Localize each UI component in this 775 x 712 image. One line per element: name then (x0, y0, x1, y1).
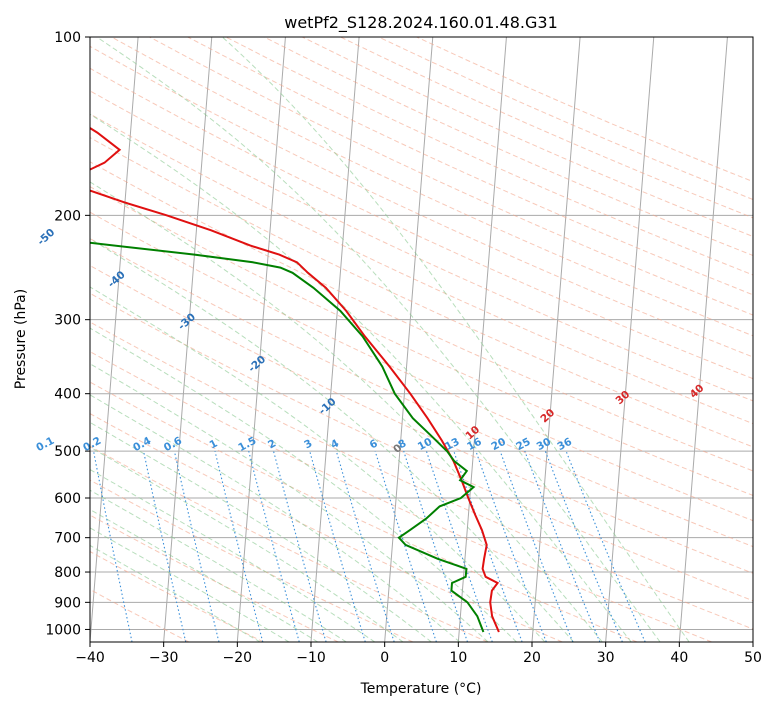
chart-title: wetPf2_S128.2024.160.01.48.G31 (284, 13, 558, 33)
x-tick-label: 40 (670, 650, 688, 666)
x-tick-label: −10 (296, 650, 326, 666)
x-axis-label: Temperature (°C) (360, 681, 482, 697)
x-tick-label: 0 (380, 650, 389, 666)
y-tick-label: 1000 (45, 622, 81, 638)
x-tick-label: 30 (597, 650, 615, 666)
y-tick-label: 600 (54, 491, 81, 507)
y-tick-label: 800 (54, 565, 81, 581)
x-tick-label: 20 (523, 650, 541, 666)
y-tick-label: 700 (54, 531, 81, 547)
y-tick-label: 100 (54, 30, 81, 46)
x-tick-label: −20 (223, 650, 253, 666)
x-tick-label: 10 (449, 650, 467, 666)
y-tick-label: 300 (54, 313, 81, 329)
y-tick-label: 400 (54, 387, 81, 403)
x-tick-label: −30 (149, 650, 179, 666)
x-tick-label: 50 (744, 650, 762, 666)
x-tick-label: −40 (75, 650, 105, 666)
y-tick-label: 900 (54, 595, 81, 611)
y-axis-label: Pressure (hPa) (13, 289, 29, 389)
y-tick-label: 500 (54, 444, 81, 460)
y-tick-label: 200 (54, 208, 81, 224)
